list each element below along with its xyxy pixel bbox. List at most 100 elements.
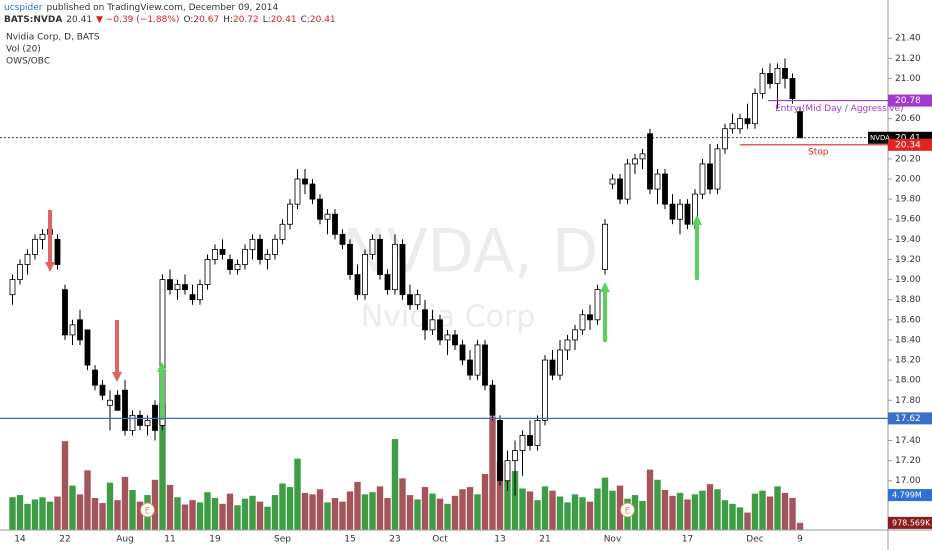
- y-tick-label: 17.80: [895, 396, 921, 406]
- sell-arrow: [45, 262, 55, 272]
- x-tick-label: 9: [797, 535, 803, 545]
- candle-body: [534, 419, 541, 446]
- volume-badge-label: 4.799M: [892, 491, 922, 500]
- volume-bar: [571, 494, 579, 530]
- volume-bar: [69, 485, 76, 530]
- ohlc-value: 20.41: [310, 15, 336, 25]
- candle-body: [654, 173, 661, 190]
- y-tick-label: 17.40: [895, 436, 921, 446]
- candle-body: [39, 233, 46, 240]
- x-tick-label: 23: [389, 535, 400, 545]
- volume-bar: [496, 461, 504, 530]
- legend-item: OWS/OBC: [6, 57, 50, 67]
- volume-bar: [204, 492, 211, 530]
- volume-bar: [369, 492, 376, 530]
- candle-body: [714, 148, 721, 190]
- volume-bar: [316, 489, 324, 530]
- level-badge-label: 17.62: [895, 414, 921, 424]
- volume-bar: [219, 503, 226, 530]
- candle-body: [647, 133, 653, 190]
- candle-body: [309, 183, 316, 200]
- ohlc-key: L:: [263, 15, 271, 25]
- volume-bar: [16, 495, 24, 530]
- candle-body: [699, 163, 706, 195]
- volume-bar: [301, 492, 309, 530]
- volume-bar: [766, 496, 774, 530]
- level-badge: [888, 94, 932, 107]
- volume-bar: [249, 495, 256, 530]
- volume-bar: [631, 495, 639, 530]
- candle-body: [384, 274, 391, 291]
- volume-bar: [189, 500, 196, 530]
- x-tick-label: 22: [59, 535, 70, 545]
- candle-body: [564, 339, 571, 351]
- y-tick-label: 19.20: [895, 255, 921, 265]
- candle-body: [444, 334, 451, 341]
- volume-bar: [661, 489, 669, 530]
- volume-bar: [684, 499, 691, 530]
- buy-arrow: [692, 215, 702, 225]
- header-line: ucspider published on TradingView.com, De…: [4, 3, 278, 13]
- volume-bar: [594, 488, 601, 530]
- ohlc-value: 20.41: [271, 15, 297, 25]
- level-note: Stop: [808, 147, 829, 157]
- watermark: NVDA, D: [342, 217, 598, 287]
- candle-body: [632, 158, 638, 165]
- candle-body: [639, 153, 646, 160]
- volume-bar: [99, 503, 106, 530]
- buy-arrow: [600, 282, 610, 292]
- x-tick-label: 21: [539, 535, 550, 545]
- symbol-badge: [868, 131, 888, 144]
- volume-bar: [76, 494, 84, 530]
- ohlc-key: C:: [301, 15, 310, 25]
- volume-bar: [669, 495, 676, 530]
- volume-bar: [309, 494, 316, 530]
- volume-bar: [586, 501, 594, 530]
- candle-body: [77, 319, 83, 341]
- volume-bar: [534, 500, 541, 530]
- volume-badge-label: 978.569K: [892, 518, 931, 527]
- volume-bar: [421, 487, 429, 530]
- ohlc-key: H:: [223, 15, 233, 25]
- candle-body: [92, 369, 98, 386]
- volume-bar: [781, 492, 789, 530]
- candle-body: [752, 93, 758, 125]
- candle-body: [264, 254, 271, 260]
- candle-body: [227, 259, 233, 270]
- candle-body: [212, 249, 218, 260]
- candle-body: [782, 67, 788, 79]
- signals: [45, 210, 702, 420]
- volume-bar: [466, 487, 474, 530]
- x-tick-label: Oct: [432, 535, 448, 545]
- volume-bar: [414, 499, 421, 530]
- volume-bar: [324, 502, 331, 530]
- x-tick-label: Dec: [746, 535, 763, 545]
- volume-bar: [556, 496, 564, 530]
- volume-bar: [601, 477, 609, 530]
- volume-bar: [729, 503, 736, 530]
- candle-body: [474, 344, 481, 376]
- volume-bar: [196, 502, 204, 530]
- volume-bar: [789, 497, 796, 530]
- volume-bar: [691, 494, 699, 530]
- level-badge-label: 20.34: [895, 140, 921, 150]
- volume-bar: [549, 490, 556, 530]
- y-tick-label: 21.20: [895, 54, 921, 64]
- volume-bar: [136, 501, 144, 530]
- volume-bar: [211, 497, 219, 530]
- watermark: Nvidia Corp: [361, 300, 536, 335]
- candle-body: [189, 294, 196, 301]
- y-tick-label: 19.40: [895, 235, 921, 245]
- volume-bar: [166, 484, 174, 530]
- x-tick-label: Aug: [116, 535, 134, 545]
- volume-bar: [339, 501, 346, 530]
- candle-body: [392, 243, 398, 291]
- candle-body: [437, 319, 443, 341]
- y-tick-label: 19.80: [895, 195, 921, 205]
- candle-body: [512, 450, 518, 462]
- level-badge-label: 20.78: [895, 96, 921, 106]
- volume-bar: [511, 471, 519, 530]
- candle-body: [197, 284, 203, 301]
- y-tick-label: 19.00: [895, 275, 921, 285]
- volume-bar: [429, 493, 436, 530]
